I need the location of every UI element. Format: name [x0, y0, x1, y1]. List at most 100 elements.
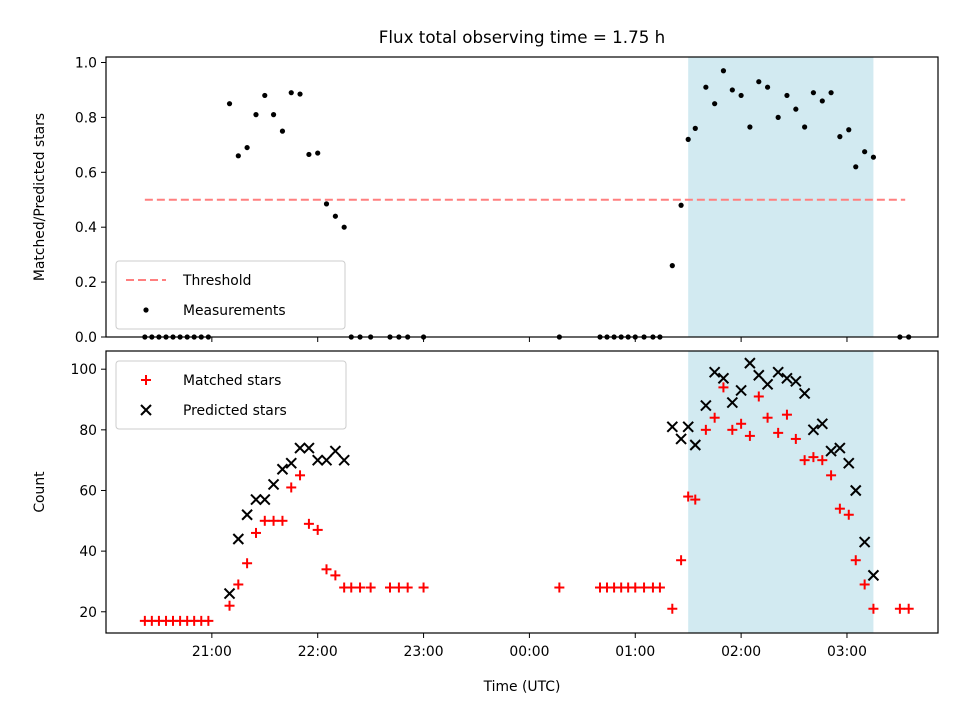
data-point	[338, 454, 350, 466]
data-point	[311, 454, 324, 466]
data-point	[808, 452, 819, 463]
data-point	[235, 153, 241, 159]
data-point	[862, 149, 868, 155]
chart-title: Flux total observing time = 1.75 h	[379, 27, 665, 47]
data-point	[709, 412, 720, 423]
data-point	[826, 470, 837, 481]
data-point	[700, 424, 711, 435]
x-tick-label: 00:00	[509, 644, 549, 660]
data-point	[781, 372, 793, 384]
data-point	[303, 518, 314, 529]
data-point	[279, 128, 286, 134]
legend-box	[115, 260, 346, 330]
data-point	[834, 503, 845, 514]
data-point	[690, 494, 701, 505]
data-point	[859, 579, 870, 590]
data-point	[276, 463, 289, 475]
data-point	[365, 582, 376, 593]
data-point	[703, 84, 709, 90]
data-point	[312, 524, 323, 535]
data-point	[250, 527, 261, 538]
series-measurements	[142, 68, 912, 340]
data-point	[903, 603, 914, 614]
data-point	[790, 433, 801, 444]
axes-frame	[105, 350, 939, 634]
data-point	[418, 582, 429, 593]
legend-label: Predicted stars	[183, 403, 287, 419]
data-point	[277, 515, 288, 526]
data-point	[718, 382, 729, 393]
legend-dot-swatch	[143, 307, 149, 313]
data-point	[828, 90, 834, 96]
x-tick-label: 01:00	[615, 644, 655, 660]
data-point	[736, 418, 747, 429]
data-point	[259, 515, 270, 526]
data-point	[700, 399, 712, 412]
observing-window-span	[688, 57, 874, 337]
legend: Matched stars Predicted stars	[115, 360, 347, 430]
data-point	[666, 421, 679, 433]
y-tick-label: 80	[79, 423, 97, 439]
data-point	[727, 424, 738, 435]
data-point	[385, 582, 396, 593]
data-point	[286, 482, 297, 493]
data-point	[853, 164, 859, 170]
data-point	[761, 378, 774, 391]
legend-box	[115, 360, 347, 430]
y-tick-label: 100	[70, 362, 97, 378]
data-point	[323, 201, 330, 207]
data-point	[676, 555, 687, 566]
data-point	[850, 484, 862, 497]
data-point	[773, 427, 784, 438]
y-axis-label: Count	[32, 471, 48, 513]
data-point	[355, 582, 366, 593]
data-point	[268, 515, 279, 526]
data-point	[798, 387, 811, 400]
data-point	[744, 430, 755, 441]
data-point	[825, 445, 837, 457]
data-point	[267, 478, 280, 491]
data-point	[332, 213, 338, 219]
data-point	[224, 600, 235, 611]
data-point	[203, 615, 214, 626]
data-point	[762, 412, 773, 423]
data-point	[807, 424, 820, 436]
data-point	[250, 493, 262, 506]
data-point	[683, 491, 694, 502]
data-point	[753, 391, 764, 402]
x-axis-label: Time (UTC)	[483, 679, 561, 695]
data-point	[772, 366, 784, 378]
data-point	[868, 603, 879, 614]
data-point	[738, 92, 744, 99]
data-point	[678, 202, 684, 208]
data-point	[726, 396, 739, 409]
data-point	[259, 493, 271, 506]
data-point	[294, 442, 306, 454]
y-tick-label: 0.4	[75, 220, 97, 236]
data-point	[689, 439, 701, 451]
data-point	[837, 134, 843, 140]
data-point	[321, 564, 332, 575]
data-point	[667, 603, 678, 614]
x-tick-label: 22:00	[298, 644, 338, 660]
data-point	[870, 154, 877, 160]
data-point	[790, 375, 802, 388]
data-point	[669, 263, 675, 269]
data-point	[894, 603, 905, 614]
legend-plus-swatch	[141, 375, 151, 385]
x-tick-label: 21:00	[192, 644, 232, 660]
legend-label: Threshold	[182, 273, 251, 289]
data-point	[675, 433, 687, 445]
x-tick-label: 23:00	[404, 644, 444, 660]
series-matched-stars	[139, 382, 914, 626]
data-point	[720, 68, 727, 74]
data-point	[232, 533, 245, 545]
data-point	[685, 136, 691, 142]
data-point	[639, 582, 650, 593]
data-point	[717, 372, 730, 384]
data-point	[306, 151, 312, 158]
data-point	[810, 90, 817, 96]
data-point	[735, 384, 747, 397]
data-point	[253, 112, 259, 118]
